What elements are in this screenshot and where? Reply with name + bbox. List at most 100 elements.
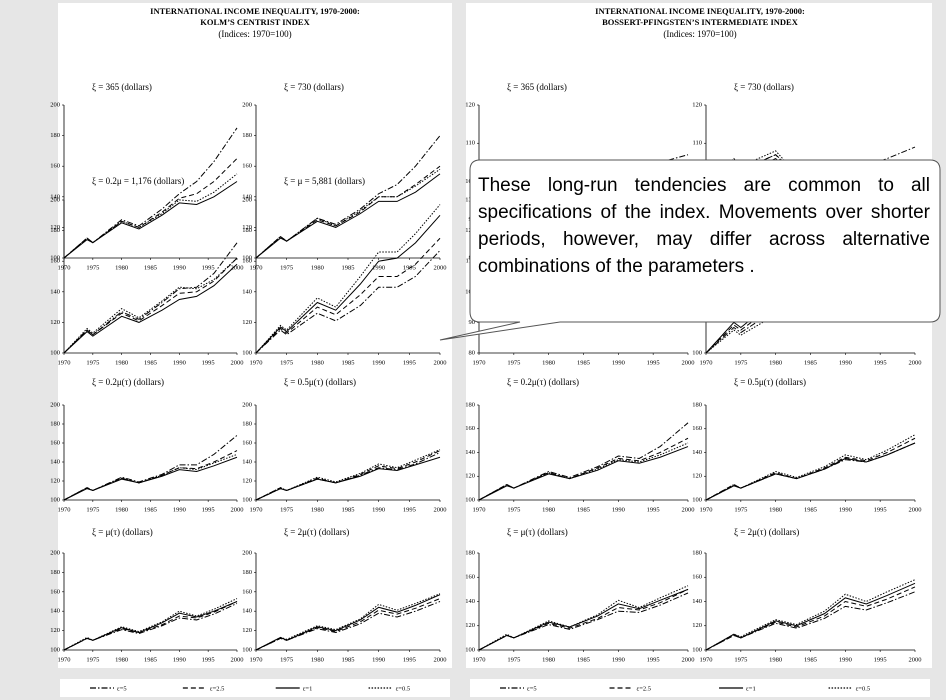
y-tick-label: 120 [50,477,60,484]
y-tick-label: 140 [692,598,702,605]
y-tick-label: 180 [50,132,60,139]
x-tick-label: 1990 [173,506,186,513]
x-tick-label: 1980 [115,264,128,271]
series-line [255,598,441,651]
y-tick-label: 100 [242,254,252,261]
panel-subtitle: (Indices: 1970=100) [663,29,736,39]
y-tick-label: 100 [50,496,60,503]
series-line [63,257,238,354]
chart-title: ξ = 365 (dollars) [92,82,152,92]
x-tick-label: 1985 [804,359,817,366]
x-tick-label: 1985 [577,506,590,513]
series-line [63,435,238,501]
callout-text: These long-run tendencies are common to … [478,175,930,277]
x-tick-label: 2000 [909,359,922,366]
y-tick-label: 120 [465,473,475,480]
x-tick-label: 2000 [231,264,244,271]
y-tick-label: 120 [465,101,475,108]
x-tick-label: 1990 [173,656,186,663]
x-tick-label: 1985 [804,506,817,513]
chart-title: ξ = 2μ(τ) (dollars) [284,527,349,537]
x-tick-label: 1975 [507,506,520,513]
x-tick-label: 1980 [311,656,324,663]
x-tick-label: 1980 [542,359,555,366]
y-tick-label: 140 [242,458,252,465]
y-tick-label: 180 [242,420,252,427]
chart-title: ξ = 0.5μ(τ) (dollars) [734,377,806,387]
panel-title: INTERNATIONAL INCOME INEQUALITY, 1970-20… [595,6,805,16]
chart-title: ξ = 2μ(τ) (dollars) [734,527,799,537]
y-tick-label: 110 [692,140,702,147]
series-line [705,434,916,501]
x-tick-label: 1980 [115,656,128,663]
series-line [478,442,689,501]
legend-label: ε=5 [117,685,127,692]
x-tick-label: 1995 [874,506,887,513]
x-tick-label: 1985 [804,656,817,663]
y-tick-label: 160 [692,425,702,432]
x-tick-label: 1995 [202,359,215,366]
series-line [63,173,238,259]
x-tick-label: 1995 [874,656,887,663]
y-tick-label: 100 [692,496,702,503]
chart-title: ξ = 0.2μ(τ) (dollars) [92,377,164,387]
chart-title: ξ = 0.2μ(τ) (dollars) [507,377,579,387]
legend-label: ε=2.5 [210,685,225,692]
x-tick-label: 1995 [403,656,416,663]
x-tick-label: 1975 [86,656,99,663]
y-tick-label: 160 [242,163,252,170]
series-line [63,601,238,651]
x-tick-label: 1975 [86,506,99,513]
x-tick-label: 1990 [372,264,385,271]
right-panel [466,3,932,668]
series-line [63,181,238,259]
chart-title: ξ = μ = 5,881 (dollars) [284,176,365,186]
callout-bubble [439,159,941,341]
x-tick-label: 1985 [144,656,157,663]
x-tick-label: 1975 [280,359,293,366]
y-tick-label: 200 [50,196,60,203]
x-tick-label: 1990 [372,359,385,366]
chart-title: ξ = μ(τ) (dollars) [507,527,568,537]
x-tick-label: 1990 [173,359,186,366]
x-tick-label: 1990 [839,656,852,663]
panel-title: INTERNATIONAL INCOME INEQUALITY, 1970-20… [150,6,360,16]
y-tick-label: 120 [465,622,475,629]
series-line [705,586,916,651]
x-tick-label: 1970 [473,359,486,366]
x-tick-label: 1970 [473,506,486,513]
y-tick-label: 100 [465,646,475,653]
x-tick-label: 2000 [434,506,447,513]
series-line [255,168,441,259]
x-tick-label: 1985 [144,506,157,513]
x-tick-label: 1995 [647,359,660,366]
y-tick-label: 180 [692,401,702,408]
y-tick-label: 160 [242,439,252,446]
chart-title: ξ = 365 (dollars) [507,82,567,92]
y-tick-label: 180 [50,420,60,427]
y-tick-label: 200 [242,196,252,203]
legend-label: ε=1 [303,685,313,692]
y-tick-label: 180 [465,401,475,408]
y-tick-label: 160 [242,258,252,265]
y-tick-label: 140 [242,193,252,200]
x-tick-label: 1990 [612,359,625,366]
legend-label: ε=5 [527,685,537,692]
series-line [705,579,916,651]
y-tick-label: 200 [242,101,252,108]
x-tick-label: 1985 [342,359,355,366]
y-tick-label: 100 [50,349,60,356]
x-tick-label: 1970 [250,656,263,663]
y-tick-label: 140 [465,598,475,605]
x-tick-label: 1975 [507,656,520,663]
x-tick-label: 1990 [839,506,852,513]
x-tick-label: 1970 [700,506,713,513]
y-tick-label: 120 [50,319,60,326]
y-tick-label: 80 [469,349,476,356]
y-tick-label: 140 [50,288,60,295]
series-line [255,250,441,354]
y-tick-label: 160 [465,425,475,432]
chart-title: ξ = 0.5μ(τ) (dollars) [284,377,356,387]
